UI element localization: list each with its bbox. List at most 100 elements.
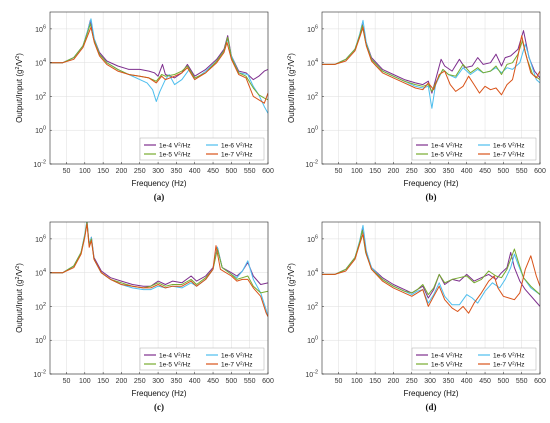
panel-caption: (d) [426,402,437,412]
y-tick-label: 100 [307,126,318,136]
x-tick-label: 100 [79,168,91,175]
legend-label: 1e-7 V2/Hz [221,360,252,369]
axes-frame [321,221,541,375]
x-tick-label: 200 [388,168,400,175]
legend-box [139,137,265,161]
series-line-3 [50,23,268,101]
legend: 1e-4 V2/Hz 1e-6 V2/Hz 1e-5 V2/Hz 1e-7 V2/Hz [411,137,537,161]
x-tick-label: 450 [207,168,219,175]
legend-label: 1e-4 V2/Hz [159,351,190,360]
legend-label: 1e-6 V2/Hz [221,351,252,360]
y-tick-label: 106 [35,234,46,244]
x-tick-label: 600 [262,168,274,175]
legend-label: 1e-7 V2/Hz [493,360,524,369]
legend-label: 1e-7 V2/Hz [493,150,524,159]
chart-panel-3: 50 100 150 200 250 300 350 400 450 500 550 600 10-2 1… [15,221,274,412]
x-tick-label: 300 [152,378,164,385]
y-tick-label: 106 [307,24,318,34]
y-tick-label: 100 [35,126,46,136]
x-axis-label: Frequency (Hz) [403,389,458,398]
x-tick-label: 250 [134,168,146,175]
x-tick-label: 600 [534,168,546,175]
legend-label: 1e-4 V2/Hz [431,141,462,150]
y-tick-label: 102 [307,92,318,102]
x-tick-label: 250 [134,378,146,385]
x-tick-label: 400 [189,168,201,175]
x-tick-label: 350 [171,168,183,175]
legend-label: 1e-6 V2/Hz [493,351,524,360]
x-tick-label: 150 [369,378,381,385]
y-tick-label: 100 [307,336,318,346]
y-tick-label: 10-2 [33,160,46,170]
series-line-4 [322,26,540,96]
panel-caption: (c) [154,402,164,412]
x-tick-label: 550 [516,378,528,385]
panel-caption: (a) [154,192,165,202]
x-tick-label: 300 [152,168,164,175]
x-tick-label: 200 [388,378,400,385]
y-tick-label: 106 [307,234,318,244]
legend: 1e-4 V2/Hz 1e-6 V2/Hz 1e-5 V2/Hz 1e-7 V2/Hz [139,347,265,371]
x-tick-label: 200 [116,378,128,385]
series-line-2 [322,224,540,306]
y-axis-label: Output/Input (g2/V2) [287,53,296,123]
x-tick-label: 350 [171,378,183,385]
legend: 1e-4 V2/Hz 1e-6 V2/Hz 1e-5 V2/Hz 1e-7 V2/Hz [411,347,537,371]
x-tick-label: 600 [262,378,274,385]
x-tick-label: 150 [97,168,109,175]
y-tick-label: 104 [307,58,318,68]
x-tick-label: 150 [97,378,109,385]
x-tick-label: 600 [534,378,546,385]
legend: 1e-4 V2/Hz 1e-6 V2/Hz 1e-5 V2/Hz 1e-7 V2/Hz [139,137,265,161]
x-axis-label: Frequency (Hz) [131,389,186,398]
chart-panel-1: 50 100 150 200 250 300 350 400 450 500 550 600 10-2 1… [15,11,274,202]
x-tick-label: 550 [244,168,256,175]
x-tick-label: 200 [116,168,128,175]
x-tick-label: 500 [498,378,510,385]
legend-label: 1e-6 V2/Hz [493,141,524,150]
legend-box [139,347,265,371]
chart-panel-2: 50 100 150 200 250 300 350 400 450 500 550 600 10-2 1… [287,11,546,202]
legend-label: 1e-5 V2/Hz [431,150,462,159]
x-tick-label: 550 [516,168,528,175]
x-tick-label: 250 [406,378,418,385]
axes-frame [49,221,269,375]
x-tick-label: 100 [351,168,363,175]
x-tick-label: 100 [351,378,363,385]
x-tick-label: 350 [443,378,455,385]
x-axis-label: Frequency (Hz) [403,179,458,188]
legend-label: 1e-4 V2/Hz [159,141,190,150]
y-axis-label: Output/Input (g2/V2) [15,53,24,123]
x-axis-label: Frequency (Hz) [131,179,186,188]
legend-box [411,347,537,371]
x-tick-label: 50 [335,378,343,385]
panel-caption: (b) [426,192,437,202]
x-tick-label: 300 [424,378,436,385]
x-tick-label: 300 [424,168,436,175]
legend-label: 1e-5 V2/Hz [159,150,190,159]
series-line-4 [50,26,268,104]
y-tick-label: 10-2 [33,370,46,380]
y-tick-label: 10-2 [305,160,318,170]
y-axis-label: Output/Input (g2/V2) [15,263,24,333]
legend-label: 1e-7 V2/Hz [221,150,252,159]
x-tick-label: 50 [335,168,343,175]
y-axis-label: Output/Input (g2/V2) [287,263,296,333]
legend-box [411,137,537,161]
y-tick-label: 104 [35,268,46,278]
y-tick-label: 104 [35,58,46,68]
x-tick-label: 150 [369,168,381,175]
legend-label: 1e-5 V2/Hz [159,360,190,369]
y-tick-label: 10-2 [305,370,318,380]
axes-frame [321,11,541,165]
legend-label: 1e-6 V2/Hz [221,141,252,150]
legend-label: 1e-5 V2/Hz [431,360,462,369]
series-line-4 [322,233,540,314]
x-tick-label: 400 [461,168,473,175]
x-tick-label: 50 [63,378,71,385]
legend-label: 1e-4 V2/Hz [431,351,462,360]
x-tick-label: 400 [189,378,201,385]
x-tick-label: 50 [63,168,71,175]
